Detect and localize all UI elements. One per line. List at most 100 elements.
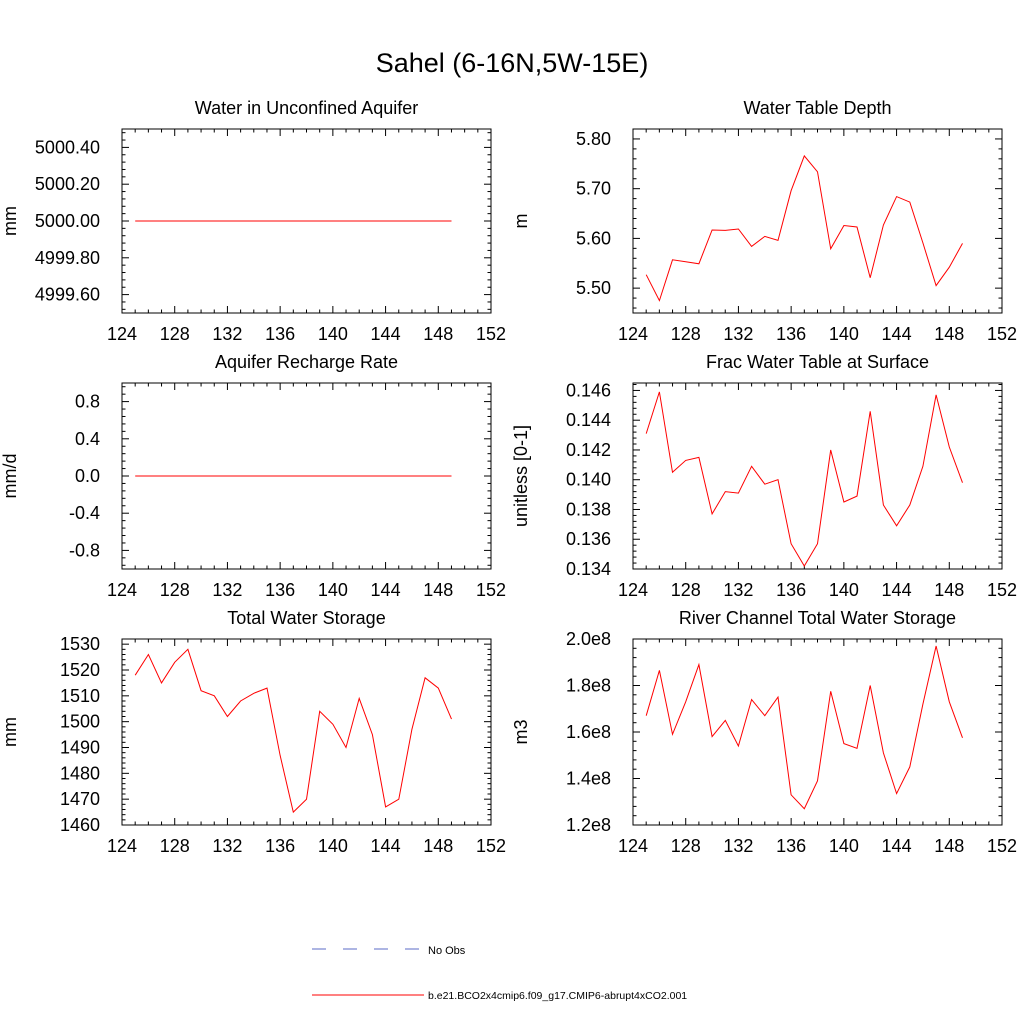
legend-label-model: b.e21.BCO2x4cmip6.f09_g17.CMIP6-abrupt4x… <box>428 990 687 1002</box>
x-tick-label: 136 <box>265 324 295 344</box>
x-tick-label: 140 <box>318 324 348 344</box>
x-tick-label: 124 <box>618 836 648 856</box>
y-tick-label: 1530 <box>60 634 100 654</box>
y-tick-label: 0.0 <box>75 466 100 486</box>
y-tick-label: 5.70 <box>576 179 611 199</box>
x-tick-label: 144 <box>882 324 912 344</box>
x-tick-label: 144 <box>882 836 912 856</box>
panel-aquifer-water: Water in Unconfined Aquifer mm 124 128 132 13… <box>0 98 506 344</box>
x-tick-label: 128 <box>160 324 190 344</box>
plot-frame <box>632 128 1003 314</box>
x-tick-label: 140 <box>318 836 348 856</box>
y-tick-label: 1470 <box>60 789 100 809</box>
x-tick-label: 124 <box>618 580 648 600</box>
x-tick-label: 140 <box>829 580 859 600</box>
y-tick-label: 5000.00 <box>35 211 100 231</box>
x-tick-label: 148 <box>423 324 453 344</box>
panel-water-table-depth: Water Table Depth m 124 128 132 136 140 144 148 1… <box>511 98 1017 344</box>
x-tick-label: 136 <box>776 324 806 344</box>
y-axis-label: mm/d <box>0 454 20 499</box>
x-tick-label: 132 <box>723 580 753 600</box>
x-tick-label: 152 <box>476 324 506 344</box>
x-tick-label: 152 <box>476 836 506 856</box>
x-tick-label: 152 <box>987 324 1017 344</box>
chart-panels: Water in Unconfined Aquifer mm 124 128 132 13… <box>0 98 1017 856</box>
y-tick-label: 1.4e8 <box>566 769 611 789</box>
panel-aquifer-recharge: Aquifer Recharge Rate mm/d 124 128 132 136 140… <box>0 352 506 600</box>
panel-title: Frac Water Table at Surface <box>706 352 929 372</box>
x-tick-label: 152 <box>476 580 506 600</box>
y-axis-label: unitless [0-1] <box>511 425 531 527</box>
y-tick-label: -0.4 <box>69 503 100 523</box>
y-tick-label: 0.144 <box>566 410 611 430</box>
x-tick-label: 128 <box>671 836 701 856</box>
x-tick-label: 144 <box>371 580 401 600</box>
x-tick-label: 140 <box>829 324 859 344</box>
y-tick-label: 5.60 <box>576 228 611 248</box>
x-tick-label: 148 <box>934 324 964 344</box>
y-tick-label: 1510 <box>60 686 100 706</box>
y-tick-label: 0.142 <box>566 440 611 460</box>
y-tick-label: 2.0e8 <box>566 629 611 649</box>
y-tick-label: 1520 <box>60 660 100 680</box>
panel-title: Total Water Storage <box>227 608 385 628</box>
panel-title: Water Table Depth <box>743 98 891 118</box>
y-tick-label: 5000.20 <box>35 174 100 194</box>
x-tick-label: 124 <box>618 324 648 344</box>
y-tick-label: 0.136 <box>566 529 611 549</box>
x-tick-label: 128 <box>160 580 190 600</box>
series-line <box>645 391 963 567</box>
y-tick-label: 4999.60 <box>35 285 100 305</box>
x-tick-label: 132 <box>723 836 753 856</box>
legend-label-obs: No Obs <box>428 945 466 957</box>
x-tick-label: 132 <box>723 324 753 344</box>
panel-title: Aquifer Recharge Rate <box>215 352 398 372</box>
x-tick-label: 136 <box>265 836 295 856</box>
x-tick-label: 152 <box>987 580 1017 600</box>
x-tick-label: 148 <box>423 836 453 856</box>
y-tick-label: 0.146 <box>566 380 611 400</box>
x-tick-label: 140 <box>318 580 348 600</box>
x-tick-label: 128 <box>671 580 701 600</box>
y-tick-label: 1460 <box>60 815 100 835</box>
x-tick-label: 128 <box>160 836 190 856</box>
y-tick-label: 1.2e8 <box>566 815 611 835</box>
y-tick-label: 5000.40 <box>35 137 100 157</box>
x-tick-label: 148 <box>934 580 964 600</box>
x-tick-label: 144 <box>882 580 912 600</box>
y-tick-label: 0.134 <box>566 559 611 579</box>
panel-title: River Channel Total Water Storage <box>679 608 956 628</box>
panel-river-channel-storage: River Channel Total Water Storage m3 124 12… <box>511 608 1017 856</box>
x-tick-label: 144 <box>371 836 401 856</box>
legend: No Obs b.e21.BCO2x4cmip6.f09_g17.CMIP6-ab… <box>312 945 687 1002</box>
series-line <box>134 648 452 814</box>
y-axis-label: m <box>511 214 531 229</box>
y-tick-label: 1.6e8 <box>566 722 611 742</box>
y-tick-label: 5.50 <box>576 278 611 298</box>
y-tick-label: 0.8 <box>75 392 100 412</box>
y-tick-label: 1480 <box>60 763 100 783</box>
y-tick-label: -0.8 <box>69 540 100 560</box>
x-tick-label: 124 <box>107 836 137 856</box>
y-tick-label: 0.4 <box>75 429 100 449</box>
y-tick-label: 0.140 <box>566 470 611 490</box>
y-tick-label: 5.80 <box>576 129 611 149</box>
panel-frac-water-table: Frac Water Table at Surface unitless [0-1… <box>511 352 1017 600</box>
y-axis-label: mm <box>0 206 20 236</box>
x-tick-label: 136 <box>776 580 806 600</box>
y-axis-label: mm <box>0 717 20 747</box>
y-tick-label: 4999.80 <box>35 248 100 268</box>
y-tick-label: 0.138 <box>566 499 611 519</box>
y-tick-label: 1.8e8 <box>566 676 611 696</box>
x-tick-label: 132 <box>212 836 242 856</box>
x-tick-label: 132 <box>212 324 242 344</box>
x-tick-label: 148 <box>934 836 964 856</box>
x-tick-label: 124 <box>107 580 137 600</box>
x-tick-label: 144 <box>371 324 401 344</box>
x-tick-label: 136 <box>265 580 295 600</box>
x-tick-label: 136 <box>776 836 806 856</box>
x-tick-label: 124 <box>107 324 137 344</box>
y-tick-label: 1500 <box>60 712 100 732</box>
panel-title: Water in Unconfined Aquifer <box>195 98 418 118</box>
